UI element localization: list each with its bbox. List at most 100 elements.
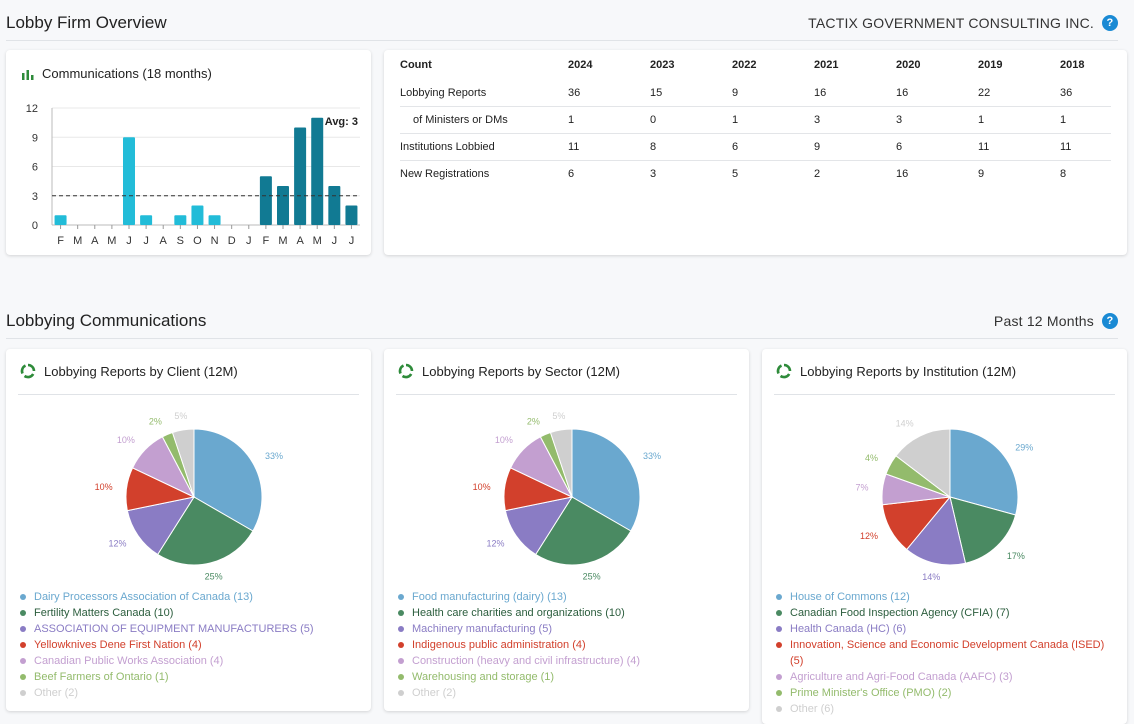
y-tick-label: 0 — [32, 220, 38, 232]
legend-item[interactable]: Other (6) — [776, 701, 1113, 717]
pie-slice[interactable] — [549, 428, 573, 498]
overview-header: Lobby Firm Overview TACTIX GOVERNMENT CO… — [6, 6, 1118, 41]
y-tick-label: 3 — [32, 191, 38, 203]
legend-item[interactable]: Machinery manufacturing (5) — [398, 621, 735, 637]
legend-label: ASSOCIATION OF EQUIPMENT MANUFACTURERS (… — [34, 623, 314, 635]
bar[interactable] — [174, 215, 187, 225]
column-header: 2022 — [732, 59, 757, 71]
legend-item[interactable]: Dairy Processors Association of Canada (… — [20, 589, 357, 605]
column-header: 2021 — [814, 59, 839, 71]
bar[interactable] — [191, 205, 204, 226]
bar[interactable] — [259, 176, 272, 225]
column-header: Count — [400, 59, 432, 71]
legend-item[interactable]: Indigenous public administration (4) — [398, 637, 735, 653]
pie-slice-label: 12% — [486, 539, 504, 549]
help-icon[interactable]: ? — [1102, 15, 1118, 31]
table-cell: 5 — [732, 160, 814, 187]
table-row: of Ministers or DMs 1 0 1 3 3 1 1 — [400, 106, 1111, 134]
legend-item[interactable]: Fertility Matters Canada (10) — [20, 605, 357, 621]
table-cell: 1 — [978, 106, 1060, 134]
table-cell: 6 — [896, 133, 978, 161]
legend-item[interactable]: ASSOCIATION OF EQUIPMENT MANUFACTURERS (… — [20, 621, 357, 637]
legend-label: Food manufacturing (dairy) (13) — [412, 591, 567, 603]
pie-chart: 29% 17% 14% 12% 7% 4% 14% — [856, 419, 1034, 582]
pie-slice[interactable] — [571, 428, 641, 532]
pie-slice[interactable] — [193, 428, 263, 532]
legend-label: Machinery manufacturing (5) — [412, 623, 553, 635]
table-cell: 1 — [568, 106, 650, 134]
legend-item[interactable]: Yellowknives Dene First Nation (4) — [20, 637, 357, 653]
average-label: Avg: 3 — [325, 116, 358, 128]
y-tick-label: 9 — [32, 132, 38, 144]
table-cell: 11 — [1060, 133, 1111, 161]
legend-label: Agriculture and Agri-Food Canada (AAFC) … — [790, 671, 1013, 683]
legend-item[interactable]: Agriculture and Agri-Food Canada (AAFC) … — [776, 669, 1113, 685]
legend-dot-icon — [398, 642, 404, 648]
bar[interactable] — [54, 215, 67, 225]
pie-slice[interactable] — [534, 496, 632, 566]
table-cell: 8 — [1060, 160, 1111, 187]
legend-item[interactable]: Health care charities and organizations … — [398, 605, 735, 621]
pie-slice[interactable] — [949, 428, 1019, 516]
legend-item[interactable]: Innovation, Science and Economic Develop… — [776, 637, 1113, 669]
donut-chart-icon — [398, 363, 414, 379]
legend-item[interactable]: Beef Farmers of Ontario (1) — [20, 669, 357, 685]
legend-item[interactable]: House of Commons (12) — [776, 589, 1113, 605]
table-row: Lobbying Reports 36 15 9 16 16 22 36 — [400, 80, 1111, 107]
bar[interactable] — [140, 215, 153, 225]
pie-slice-label: 17% — [1007, 551, 1025, 561]
help-icon[interactable]: ? — [1102, 312, 1118, 329]
bar[interactable] — [294, 127, 307, 226]
bar[interactable] — [208, 215, 221, 225]
period-area: Past 12 Months ? — [993, 312, 1118, 329]
bar[interactable] — [345, 205, 358, 226]
table-cell: 0 — [650, 106, 732, 134]
legend-dot-icon — [776, 642, 782, 648]
legend-item[interactable]: Health Canada (HC) (6) — [776, 621, 1113, 637]
legend-item[interactable]: Prime Minister's Office (PMO) (2) — [776, 685, 1113, 701]
pie-slice-label: 4% — [865, 453, 878, 463]
overview-title: Lobby Firm Overview — [6, 13, 167, 32]
pie-slice[interactable] — [156, 496, 254, 566]
bar[interactable] — [123, 137, 135, 225]
legend-item[interactable]: Warehousing and storage (1) — [398, 669, 735, 685]
bar[interactable] — [328, 186, 341, 225]
pie-slice-label: 12% — [108, 539, 126, 549]
table-cell: 1 — [732, 106, 814, 134]
counts-table-card: Count 2024 2023 2022 2021 2020 2019 2018 Lobbyi… — [384, 50, 1127, 255]
legend-dot-icon — [398, 674, 404, 680]
legend-item[interactable]: Construction (heavy and civil infrastruc… — [398, 653, 735, 669]
legend-dot-icon — [776, 690, 782, 696]
bar-chart-icon — [22, 69, 34, 80]
legend-item[interactable]: Other (2) — [20, 685, 357, 701]
table-cell: 16 — [896, 87, 909, 99]
communications-header: Lobbying Communications Past 12 Months ? — [6, 303, 1118, 339]
legend-label: Warehousing and storage (1) — [412, 671, 555, 683]
legend-item[interactable]: Other (2) — [398, 685, 735, 701]
pie-slice-label: 2% — [149, 417, 162, 427]
pie-slice-label: 2% — [527, 417, 540, 427]
legend-item[interactable]: Canadian Food Inspection Agency (CFIA) (… — [776, 605, 1113, 621]
pie-slice[interactable] — [895, 428, 951, 499]
legend-item[interactable]: Food manufacturing (dairy) (13) — [398, 589, 735, 605]
legend-dot-icon — [20, 594, 26, 600]
pie-legend: Food manufacturing (dairy) (13) Health ca… — [398, 589, 735, 701]
bar[interactable] — [277, 186, 289, 225]
legend-dot-icon — [398, 626, 404, 632]
legend-item[interactable]: Canadian Public Works Association (4) — [20, 653, 357, 669]
x-tick-label: M — [107, 235, 116, 247]
legend-label: Construction (heavy and civil infrastruc… — [412, 655, 641, 667]
pie-slice[interactable] — [171, 428, 195, 498]
pie-slice[interactable] — [949, 496, 1017, 564]
pie-slice[interactable] — [906, 495, 967, 566]
legend-label: Prime Minister's Office (PMO) (2) — [790, 687, 952, 699]
period-label: Past 12 Months — [993, 312, 1094, 329]
bar[interactable] — [311, 117, 324, 225]
row-label: New Registrations — [400, 160, 568, 187]
legend-label: Fertility Matters Canada (10) — [34, 607, 174, 619]
pie-slice-label: 12% — [860, 531, 878, 541]
legend-label: Indigenous public administration (4) — [412, 639, 586, 651]
y-tick-label: 12 — [26, 103, 38, 115]
x-tick-label: J — [143, 235, 149, 247]
